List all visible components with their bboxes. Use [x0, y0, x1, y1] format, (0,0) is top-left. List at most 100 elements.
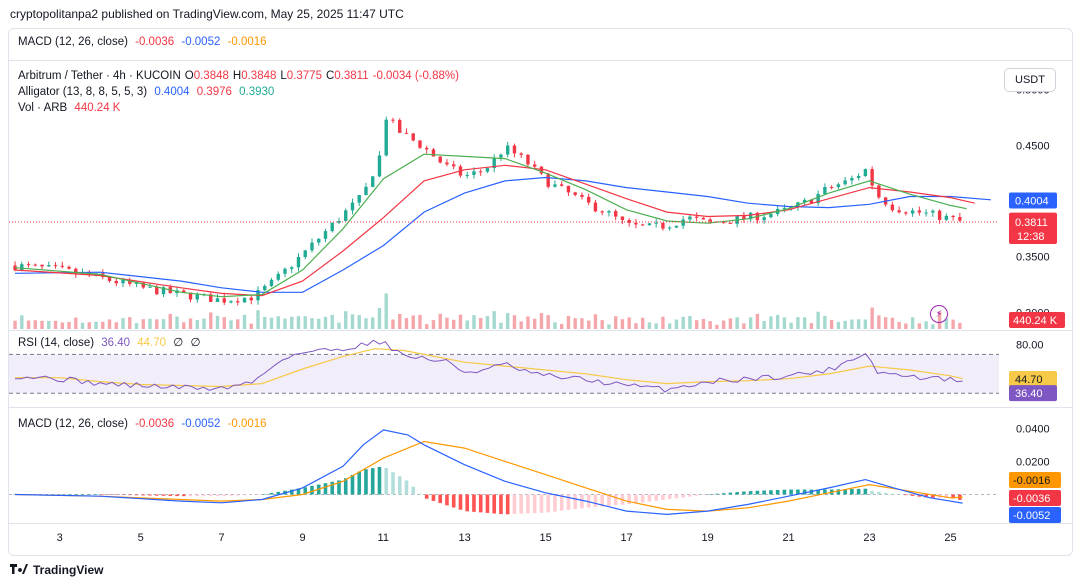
macd-histogram-bar	[303, 487, 308, 495]
top-macd-legend: MACD (12, 26, close) -0.0036 -0.0052 -0.…	[18, 34, 271, 50]
volume-bar	[850, 319, 854, 329]
volume-bar	[296, 316, 301, 329]
volume-bar	[303, 316, 307, 329]
close-value: 0.3811	[334, 70, 369, 82]
volume-bar	[391, 319, 395, 329]
macd-line	[14, 429, 963, 516]
candle-body	[364, 186, 368, 196]
volume-bar	[802, 317, 807, 329]
macd-histogram-bar	[80, 494, 85, 495]
candle-body	[890, 204, 895, 211]
rsi-value: 36.40	[101, 337, 131, 349]
volume-bar	[553, 322, 557, 329]
volume-bar	[182, 322, 186, 329]
candle-body	[836, 184, 841, 188]
rsi-tag-bg	[1009, 385, 1057, 402]
volume-bar	[613, 316, 618, 329]
volume-bar	[890, 317, 895, 329]
macd-histogram-bar	[904, 494, 908, 496]
volume-bar	[344, 311, 348, 329]
macd-hist-tag-bg	[1009, 490, 1061, 506]
volume-bar	[175, 316, 179, 329]
volume-bar	[155, 319, 159, 329]
alligator-label[interactable]: Alligator (13, 8, 8, 5, 5, 3)	[18, 86, 148, 98]
open-label: O	[184, 70, 194, 82]
flash-icon[interactable]: ⚡	[930, 305, 948, 323]
high-value: 0.3848	[241, 70, 277, 82]
volume-bar	[917, 323, 922, 329]
time-axis-tick: 3	[57, 532, 63, 544]
candle-body	[559, 184, 564, 186]
macd-histogram-bar	[654, 494, 658, 501]
candle-body	[465, 174, 469, 176]
rsi-label[interactable]: RSI (14, close)	[18, 337, 95, 349]
volume-bar	[148, 318, 152, 329]
volume-bar	[931, 324, 935, 329]
macd-histogram-bar	[640, 494, 645, 503]
macd-histogram-bar	[769, 490, 773, 495]
low-label: L	[280, 70, 287, 82]
candle-body	[499, 154, 503, 158]
volume-bar	[229, 320, 233, 329]
macd-histogram-bar	[877, 491, 881, 495]
time-axis-tick: 7	[219, 532, 225, 544]
macd-histogram-bar	[188, 494, 193, 497]
candle-body	[640, 224, 645, 226]
alligator-teeth-line	[14, 164, 975, 297]
price-axis-tick: 0.4500	[1016, 140, 1050, 152]
volume-bar	[114, 322, 118, 329]
symbol-title[interactable]: Arbitrum / Tether · 4h · KUCOIN	[18, 70, 181, 82]
volume-bar	[620, 319, 625, 329]
macd-label[interactable]: MACD (12, 26, close)	[18, 418, 128, 430]
volume-bar	[465, 320, 469, 329]
volume-bar	[418, 314, 422, 329]
candle-body	[627, 220, 631, 223]
macd-histogram-bar	[256, 494, 260, 495]
rsi-legend: RSI (14, close) 36.40 44.70 ∅ ∅	[18, 335, 205, 351]
macd-histogram-bar	[208, 494, 213, 497]
macd-histogram-bar	[121, 494, 125, 495]
volume-bar	[53, 320, 58, 329]
volume-bar	[796, 317, 800, 329]
currency-button[interactable]: USDT	[1004, 68, 1056, 92]
candle-body	[317, 238, 321, 243]
macd-histogram-bar	[235, 494, 240, 496]
rsi-ma-value: 44.70	[137, 337, 167, 349]
volume-bar	[532, 318, 537, 329]
time-axis-tick: 13	[459, 532, 471, 544]
candle-body	[931, 210, 935, 213]
chart-frame[interactable]: 0.50000.45000.35000.30000.40040.39760.39…	[8, 28, 1073, 556]
macd-histogram-bar	[397, 476, 402, 495]
candle-body	[870, 169, 874, 186]
volume-label[interactable]: Vol · ARB	[18, 102, 68, 114]
macd-histogram-bar	[802, 489, 807, 495]
macd-histogram-bar	[445, 494, 449, 506]
rsi-pane-separator	[9, 330, 1072, 331]
volume-bar	[586, 320, 591, 329]
macd-histogram-bar	[715, 493, 719, 495]
footer-brand[interactable]: TradingView	[10, 563, 103, 577]
macd-histogram-bar	[370, 468, 375, 495]
macd-histogram-bar	[492, 494, 497, 514]
candle-body	[492, 157, 496, 169]
time-axis-tick: 15	[539, 532, 551, 544]
volume-bar	[721, 320, 726, 329]
top-pane-separator	[9, 60, 1072, 61]
countdown-tag: 12:38	[1017, 231, 1045, 243]
candle-body	[546, 173, 550, 187]
candle-body	[526, 154, 530, 165]
volume-bar	[593, 314, 598, 329]
volume-bar	[357, 315, 361, 329]
volume-bar	[667, 323, 672, 329]
candle-body	[674, 225, 679, 228]
volume-bar	[47, 320, 51, 329]
candle-body	[829, 186, 834, 188]
volume-legend: Vol · ARB 440.24 K	[18, 100, 124, 116]
macd-histogram-bar	[951, 494, 955, 499]
candle-body	[263, 286, 267, 291]
chart-canvas[interactable]: 0.50000.45000.35000.30000.40040.39760.39…	[9, 29, 1072, 555]
candle-body	[26, 264, 31, 266]
macd-histogram-bar	[580, 494, 584, 509]
macd-histogram-bar	[688, 494, 692, 497]
volume-bar	[445, 317, 449, 329]
